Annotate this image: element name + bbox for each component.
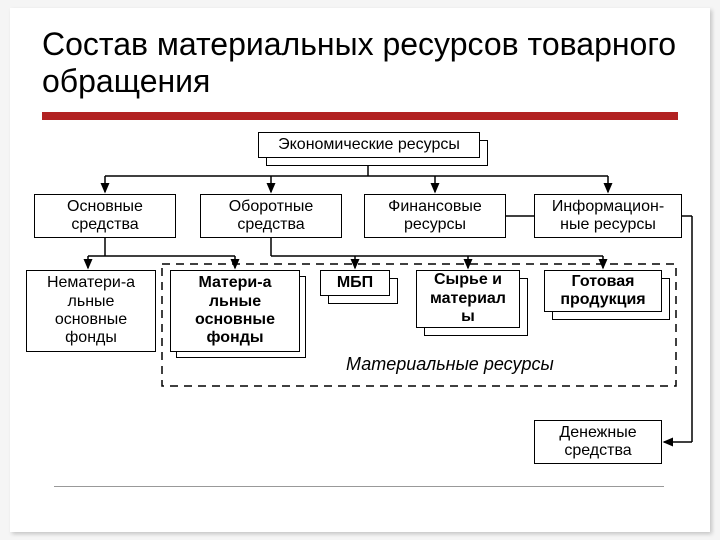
label-finansovye: Финансовые ресурсы — [369, 198, 501, 235]
footer-divider — [54, 486, 664, 487]
node-denezhnye: Денежные средства — [534, 420, 662, 464]
label-nemat: Нематери-а льные основные фонды — [31, 274, 151, 348]
material-resources-label: Материальные ресурсы — [346, 354, 554, 375]
label-osnovnye: Основные средства — [39, 198, 171, 235]
label-mat: Матери-а льные основные фонды — [175, 274, 295, 348]
node-oborotnye: Оборотные средства — [200, 194, 342, 238]
node-osnovnye: Основные средства — [34, 194, 176, 238]
label-syrie: Сырье и материал ы — [421, 271, 515, 326]
root-label: Экономические ресурсы — [278, 136, 460, 154]
root-node: Экономические ресурсы — [258, 132, 480, 158]
slide: Состав материальных ресурсов товарного о… — [10, 8, 710, 532]
node-gotovaya: Готовая продукция — [544, 270, 662, 312]
label-inform: Информацион-ные ресурсы — [539, 198, 677, 235]
node-inform: Информацион-ные ресурсы — [534, 194, 682, 238]
node-finansovye: Финансовые ресурсы — [364, 194, 506, 238]
label-mbp: МБП — [337, 274, 373, 292]
node-mbp: МБП — [320, 270, 390, 296]
node-syrie: Сырье и материал ы — [416, 270, 520, 328]
accent-bar — [42, 112, 678, 120]
label-gotovaya: Готовая продукция — [549, 273, 657, 310]
label-denezhnye: Денежные средства — [539, 424, 657, 461]
slide-title: Состав материальных ресурсов товарного о… — [42, 26, 710, 100]
node-nemat: Нематери-а льные основные фонды — [26, 270, 156, 352]
node-mat: Матери-а льные основные фонды — [170, 270, 300, 352]
label-oborotnye: Оборотные средства — [205, 198, 337, 235]
